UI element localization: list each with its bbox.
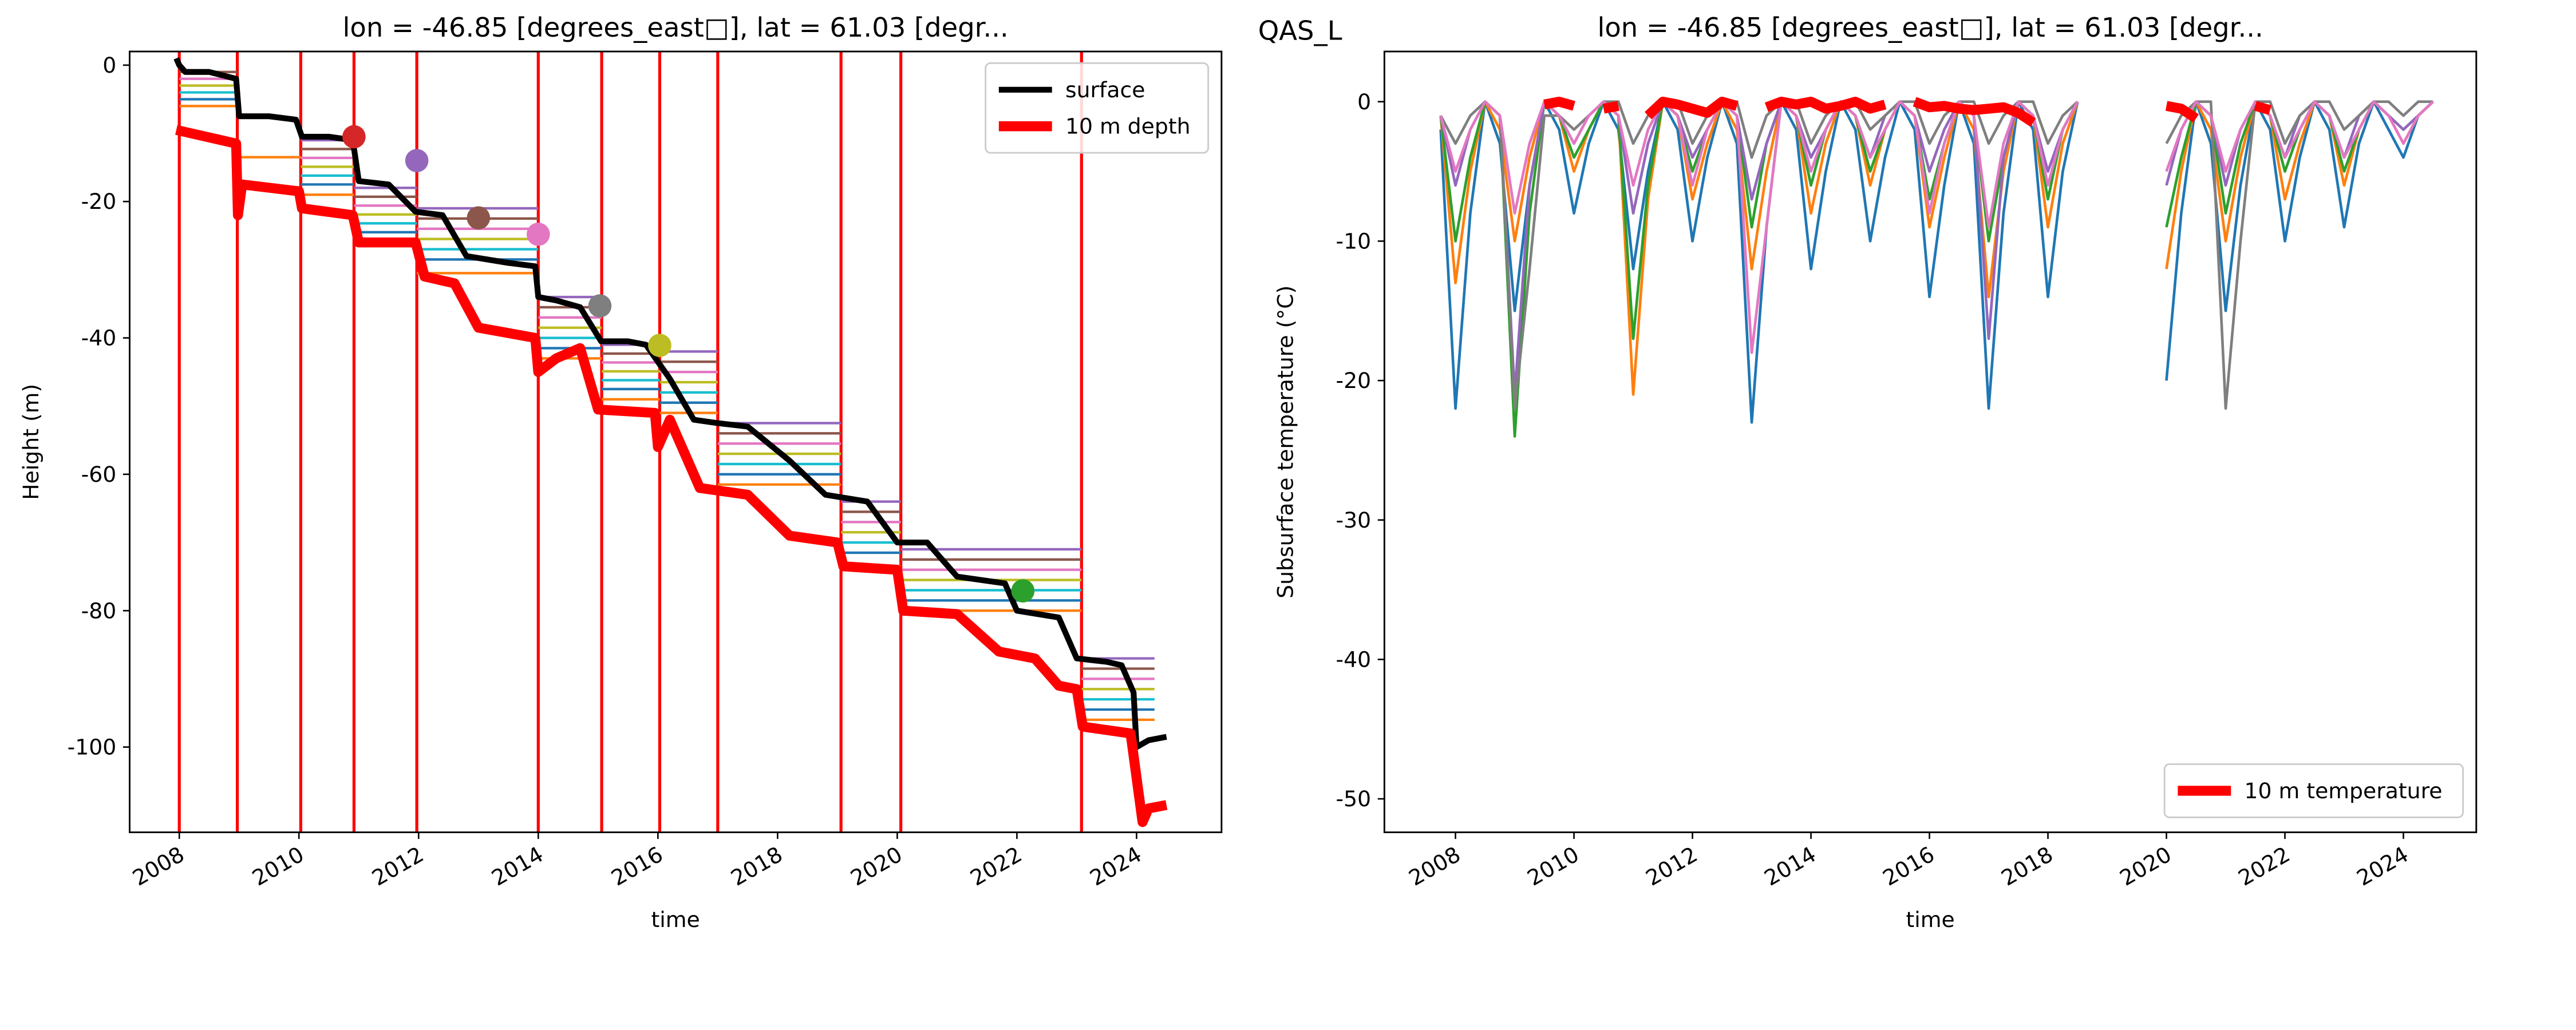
y-tick-label: -60 — [81, 462, 117, 487]
marker — [467, 206, 491, 230]
x-tick-label: 2018 — [1997, 842, 2057, 891]
x-tick-label: 2014 — [487, 842, 547, 891]
legend-label: 10 m depth — [1065, 114, 1191, 139]
marker — [405, 149, 429, 172]
legend: 10 m temperature — [2163, 763, 2464, 818]
legend-box — [2163, 763, 2464, 818]
series-line — [175, 125, 1168, 827]
x-axis-label: time — [1906, 907, 1954, 932]
chart-title: lon = -46.85 [degrees_east□], lat = 61.0… — [343, 12, 1009, 43]
x-tick-label: 2024 — [1085, 842, 1145, 891]
y-tick-label: -40 — [1336, 647, 1372, 672]
marker — [342, 125, 366, 149]
marker — [1011, 579, 1035, 603]
chart-title: lon = -46.85 [degrees_east□], lat = 61.0… — [1597, 12, 2263, 43]
legend-label: 10 m temperature — [2245, 778, 2443, 803]
legend: surface 10 m depth — [985, 62, 1210, 154]
x-tick-label: 2008 — [1405, 842, 1465, 891]
series-line — [1543, 96, 2272, 127]
figure-label: QAS_L — [1258, 15, 1342, 46]
x-axis-label: time — [651, 907, 700, 932]
marker — [648, 334, 671, 357]
legend-label: surface — [1065, 77, 1145, 102]
marker — [526, 223, 550, 246]
x-tick-label: 2010 — [248, 842, 308, 891]
y-tick-label: -20 — [1336, 368, 1372, 393]
y-tick-label: -50 — [1336, 786, 1372, 811]
plot-area — [1439, 96, 2434, 438]
x-tick-label: 2016 — [1878, 842, 1938, 891]
y-tick-label: -10 — [1336, 228, 1372, 253]
y-axis-label: Height (m) — [18, 384, 44, 500]
x-tick-label: 2018 — [726, 842, 787, 891]
x-tick-label: 2012 — [368, 842, 428, 891]
y-tick-label: -100 — [68, 735, 117, 760]
y-tick-label: 0 — [1357, 89, 1371, 114]
y-tick-label: -20 — [81, 189, 117, 214]
x-tick-label: 2016 — [607, 842, 667, 891]
axes-frame — [129, 50, 1223, 833]
x-tick-label: 2022 — [966, 842, 1026, 891]
axes-frame — [1383, 50, 2478, 833]
y-tick-label: 0 — [102, 53, 116, 78]
plot-area — [173, 52, 1168, 833]
x-tick-label: 2022 — [2234, 842, 2294, 891]
x-tick-label: 2020 — [846, 842, 906, 891]
x-tick-label: 2020 — [2115, 842, 2175, 891]
x-tick-label: 2024 — [2352, 842, 2412, 891]
x-tick-label: 2014 — [1760, 842, 1820, 891]
series-line — [173, 57, 1167, 750]
y-axis-label: Subsurface temperature (°C) — [1273, 286, 1298, 599]
y-tick-label: -30 — [1336, 508, 1372, 533]
x-tick-label: 2008 — [128, 842, 188, 891]
y-tick-label: -80 — [81, 598, 117, 623]
x-tick-label: 2012 — [1642, 842, 1702, 891]
marker — [588, 294, 612, 318]
y-tick-label: -40 — [81, 326, 117, 351]
profile-line — [1439, 100, 2433, 410]
x-tick-label: 2010 — [1523, 842, 1583, 891]
